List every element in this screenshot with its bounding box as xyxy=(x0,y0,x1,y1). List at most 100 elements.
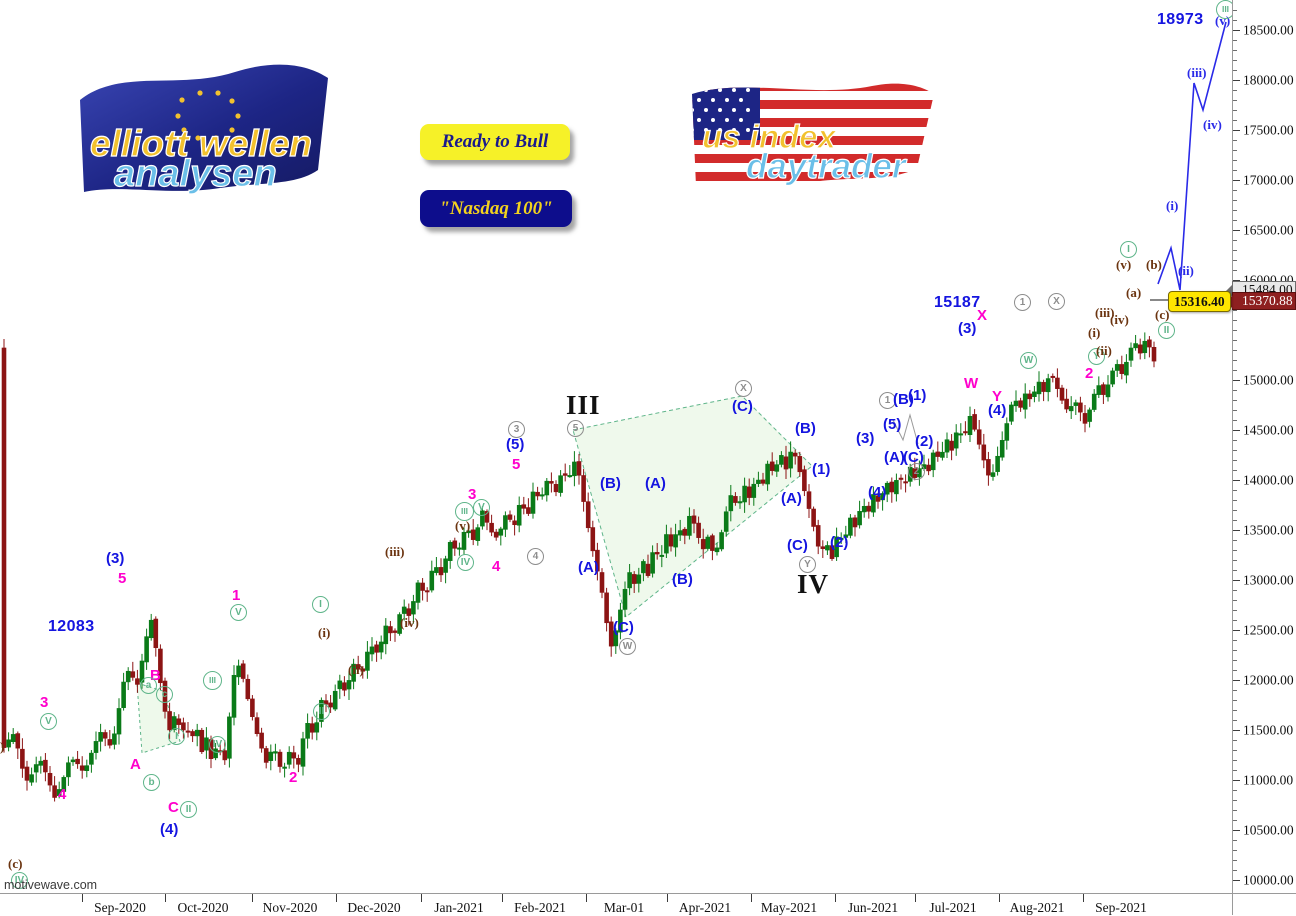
wave-label-y-66: Y xyxy=(992,388,1003,405)
axis-corner xyxy=(1232,893,1296,915)
wave-label-2-72: 2 xyxy=(1085,365,1094,382)
wave-label-circled-c: c xyxy=(156,686,173,703)
candle-body xyxy=(751,483,757,498)
price-tick-minor xyxy=(1233,100,1237,102)
time-tick xyxy=(502,894,503,902)
price-tick-minor xyxy=(1233,720,1237,722)
candle-body xyxy=(29,774,34,783)
candle-body xyxy=(636,574,642,584)
price-tick-minor xyxy=(1233,160,1237,162)
wave-label-3-53: (3) xyxy=(856,430,875,447)
candle-body xyxy=(190,731,195,737)
price-tick-minor xyxy=(1233,440,1237,442)
candle-body xyxy=(383,625,389,645)
wave-label-b-47: (B) xyxy=(795,420,816,437)
candle-body xyxy=(300,738,306,767)
candle-body xyxy=(986,459,991,476)
candle-body xyxy=(595,549,600,572)
price-tick-minor xyxy=(1233,60,1237,62)
time-tick xyxy=(165,894,166,902)
candle-body xyxy=(20,748,25,769)
wave-label-ii-24: (ii) xyxy=(348,662,364,677)
time-axis[interactable]: Sep-2020 Oct-2020 Nov-2020 Dec-2020 Jan-2021… xyxy=(0,893,1232,915)
candle-body xyxy=(627,572,632,589)
candle-body xyxy=(47,772,53,786)
candle-body xyxy=(185,730,191,733)
candle-body xyxy=(990,472,996,477)
candle-body xyxy=(10,734,16,742)
price-tick-minor xyxy=(1233,860,1237,862)
price-tick-minor xyxy=(1233,330,1237,332)
candle-body xyxy=(15,733,21,749)
banner-instrument: "Nasdaq 100" xyxy=(420,190,572,227)
candle-body xyxy=(820,546,826,549)
candle-body xyxy=(1,347,7,748)
price-tick-minor xyxy=(1233,660,1237,662)
wave-label-4-54: (4) xyxy=(868,484,887,501)
wave-label-1-19: 1 xyxy=(232,587,241,604)
wave-label-a-57: (A) xyxy=(884,449,905,466)
wave-label-a-48: (A) xyxy=(781,490,802,507)
candle-body xyxy=(976,429,982,445)
candle-body xyxy=(1091,393,1097,410)
wave-label-w-65: W xyxy=(964,375,979,392)
wave-label-4-67: (4) xyxy=(988,402,1007,419)
price-tick-minor xyxy=(1233,270,1237,272)
price-tick-label: 11500.00 xyxy=(1243,722,1294,738)
candle-body xyxy=(572,461,577,477)
wave-label-ii-84: (ii) xyxy=(1178,263,1194,278)
candle-body xyxy=(889,481,895,493)
price-tick-minor xyxy=(1233,310,1237,312)
price-tick-minor xyxy=(1233,570,1237,572)
candle-body xyxy=(894,480,899,495)
wave-label-circled-2: 2 xyxy=(908,463,925,480)
candle-body xyxy=(806,491,812,509)
candle-body xyxy=(871,494,876,513)
wave-label-circled-v: V xyxy=(40,713,57,730)
price-tick-minor xyxy=(1233,400,1237,402)
wave-label-circled-y: Y xyxy=(799,556,816,573)
price-axis[interactable]: 18500.00 18000.00 17500.00 17000.00 16500.00… xyxy=(1232,0,1296,894)
candle-body xyxy=(296,758,301,765)
candle-body xyxy=(227,716,232,759)
candle-body xyxy=(1055,377,1060,389)
candle-body xyxy=(181,722,186,731)
candle-body xyxy=(581,475,586,502)
price-tick xyxy=(1233,730,1240,732)
candle-body xyxy=(530,491,536,514)
candle-body xyxy=(585,501,591,529)
wave-label-primary-III: III xyxy=(566,390,601,420)
candle-body xyxy=(880,493,885,501)
wave-label-1-60: (1) xyxy=(908,387,927,404)
time-tick xyxy=(82,894,83,902)
candle-body xyxy=(1064,398,1069,410)
price-tick-minor xyxy=(1233,410,1237,412)
candle-body xyxy=(1082,413,1088,424)
time-tick-label: Dec-2020 xyxy=(347,900,401,915)
candle-body xyxy=(714,547,720,553)
candle-body xyxy=(355,664,361,670)
price-tick xyxy=(1233,280,1240,282)
wave-label-i-23: (i) xyxy=(318,625,331,640)
candle-body xyxy=(305,723,310,739)
candle-body xyxy=(723,511,729,532)
candle-body xyxy=(1124,361,1129,376)
price-tick-minor xyxy=(1233,870,1237,872)
candle-body xyxy=(875,495,881,502)
wave-label-iii-26: (iii) xyxy=(385,544,405,559)
price-tick-minor xyxy=(1233,260,1237,262)
time-tick xyxy=(421,894,422,902)
candle-body xyxy=(645,563,651,576)
wave-label-5-55: (5) xyxy=(883,416,902,433)
candle-body xyxy=(1078,402,1083,413)
candle-body xyxy=(1128,347,1134,361)
wave-label-b-58: (B) xyxy=(893,391,914,408)
candle-body xyxy=(1087,409,1092,422)
time-tick-label: Jan-2021 xyxy=(434,900,484,915)
time-tick xyxy=(667,894,668,902)
candle-body xyxy=(79,765,85,771)
candle-body xyxy=(1013,400,1019,407)
wave-label-circled-4: 4 xyxy=(527,548,544,565)
candle-body xyxy=(737,501,743,504)
candle-body xyxy=(6,739,11,748)
